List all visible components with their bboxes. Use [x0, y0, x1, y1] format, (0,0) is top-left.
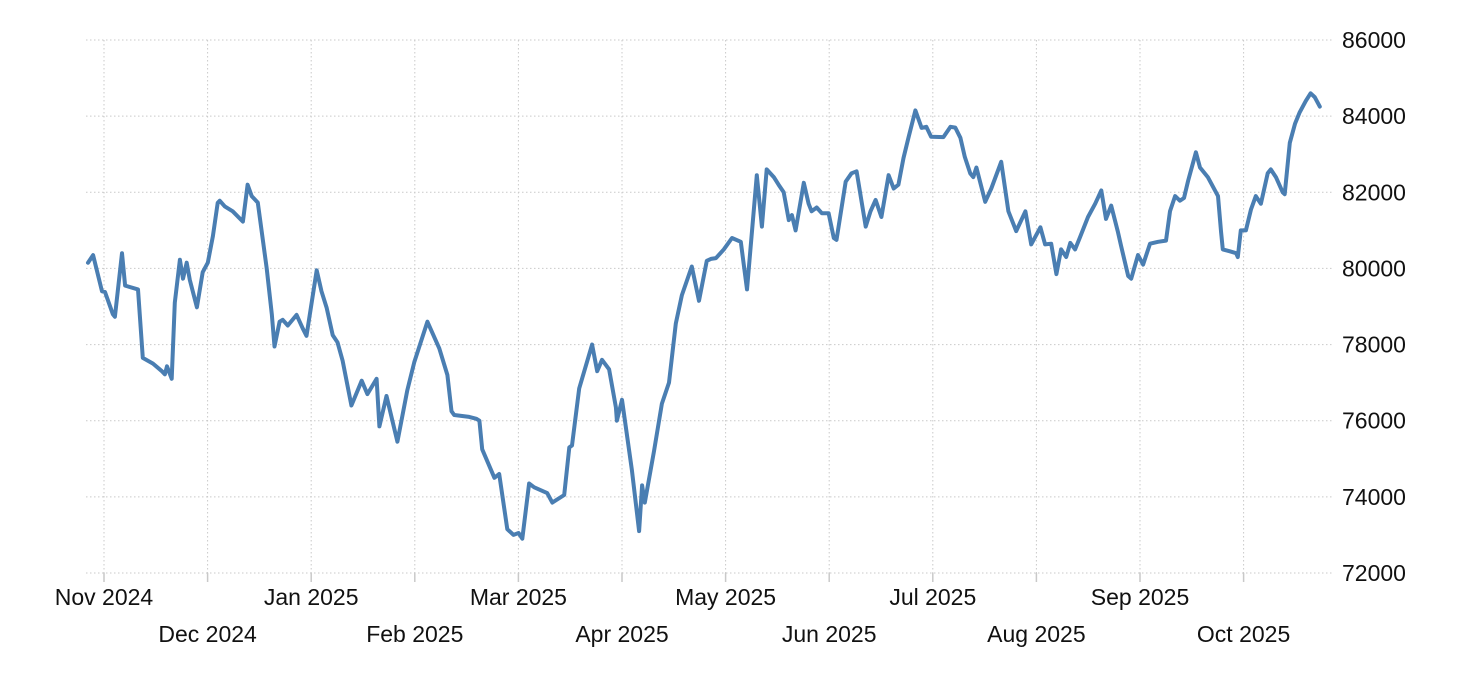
- y-axis-tick-label: 74000: [1342, 484, 1406, 510]
- index-series-line: [86, 91, 1322, 541]
- x-axis-tick-label: Dec 2024: [158, 621, 257, 647]
- x-axis-tick-label: Oct 2025: [1197, 621, 1290, 647]
- y-axis-tick-label: 82000: [1342, 179, 1406, 205]
- y-axis-tick-label: 80000: [1342, 255, 1406, 281]
- x-axis-tick-label: Jul 2025: [889, 584, 976, 610]
- x-axis-tick-label: Aug 2025: [987, 621, 1085, 647]
- x-axis-tick-label: Mar 2025: [470, 584, 567, 610]
- y-axis-tick-label: 72000: [1342, 560, 1406, 586]
- x-axis-tick-label: Apr 2025: [575, 621, 668, 647]
- x-axis-tick-label: Nov 2024: [55, 584, 154, 610]
- y-axis-tick-label: 84000: [1342, 103, 1406, 129]
- x-axis-tick-label: Jun 2025: [782, 621, 877, 647]
- x-axis-tick-label: Sep 2025: [1091, 584, 1189, 610]
- y-axis-tick-label: 86000: [1342, 27, 1406, 53]
- y-axis-tick-label: 78000: [1342, 332, 1406, 358]
- x-axis-tick-label: Feb 2025: [366, 621, 463, 647]
- y-axis-tick-label: 76000: [1342, 408, 1406, 434]
- x-axis-tick-label: May 2025: [675, 584, 776, 610]
- x-axis-tick-label: Jan 2025: [264, 584, 359, 610]
